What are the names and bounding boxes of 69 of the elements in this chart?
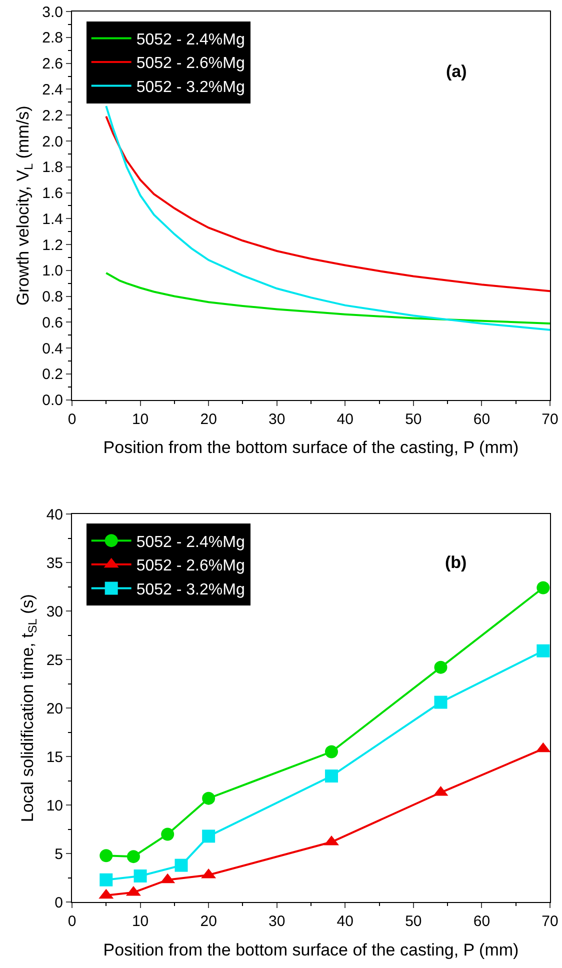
x-tick-label: 40 (336, 913, 354, 930)
point (536, 581, 550, 594)
legend-label: 5052 - 2.6%Mg (136, 558, 245, 575)
y-tick-label: 0 (54, 894, 63, 912)
point (126, 850, 140, 864)
y-tick-label: 1.6 (42, 185, 63, 202)
point (202, 792, 216, 805)
y-tick-label: 0.2 (42, 366, 63, 384)
y-tick-label: 10 (46, 797, 63, 814)
point (161, 828, 174, 841)
y-tick-label: 1.4 (42, 210, 63, 228)
legend-label: 5052 - 2.4%Mg (136, 534, 245, 551)
point (434, 660, 448, 674)
x-tick-label: 50 (405, 410, 422, 428)
line-series (105, 272, 550, 324)
legend-label: 5052 - 2.4%Mg (136, 31, 245, 48)
x-tick-label: 0 (68, 410, 76, 428)
line-series (105, 115, 550, 292)
legend-label: 5052 - 2.6%Mg (136, 55, 245, 72)
x-tick-label: 60 (473, 410, 490, 428)
x-tick-label: 10 (132, 410, 149, 428)
point (434, 696, 448, 709)
legend-label: 5052 - 3.2%Mg (136, 79, 245, 96)
y-tick-label: 5 (54, 846, 63, 863)
y-tick-label: 40 (46, 506, 63, 524)
x-tick-label: 40 (336, 410, 354, 428)
x-tick-label: 0 (68, 913, 76, 930)
y-tick-label: 1.8 (42, 159, 63, 176)
y-tick-label: 2.6 (42, 56, 63, 73)
y-tick-label: 0.4 (42, 340, 63, 358)
x-axis-title: Position from the bottom surface of the casting, P (mm) (103, 940, 519, 960)
x-tick-label: 70 (542, 913, 558, 930)
y-tick-label: 2.2 (42, 107, 63, 124)
x-tick-label: 50 (405, 913, 422, 930)
line-series (105, 105, 550, 331)
y-tick-label: 0.0 (42, 392, 63, 410)
y-tick-label: 20 (46, 700, 63, 718)
point (324, 770, 338, 783)
x-tick-label: 20 (200, 913, 217, 930)
point (100, 849, 113, 862)
y-tick-label: 0.6 (42, 314, 63, 332)
point (536, 742, 550, 752)
y-tick-label: 1.2 (42, 236, 63, 254)
x-tick-label: 30 (268, 410, 286, 428)
y-tick-label: 25 (46, 652, 63, 669)
y-tick-label: 2.8 (42, 30, 63, 47)
y-tick-label: 0.8 (42, 288, 63, 306)
x-tick-label: 60 (473, 913, 490, 930)
x-tick-label: 20 (200, 410, 217, 428)
x-tick-label: 70 (542, 410, 558, 428)
y-tick-label: 3.0 (42, 4, 63, 21)
y-tick-label: 2.4 (42, 81, 63, 98)
x-axis-title: Position from the bottom surface of the casting, P (mm) (103, 438, 519, 458)
point (202, 830, 216, 843)
y-tick-label: 30 (46, 603, 63, 620)
point (536, 644, 550, 658)
point (324, 745, 338, 758)
y-tick-label: 1.0 (42, 262, 63, 280)
x-tick-label: 30 (268, 913, 286, 930)
y-tick-label: 35 (46, 554, 63, 572)
point (100, 873, 113, 886)
x-tick-label: 10 (132, 913, 149, 930)
y-tick-label: 15 (46, 748, 63, 766)
annotation: (b) (445, 553, 467, 572)
point (134, 869, 147, 882)
legend-label: 5052 - 3.2%Mg (136, 581, 245, 598)
point (174, 858, 188, 872)
annotation: (a) (446, 62, 467, 81)
y-tick-label: 2.0 (42, 133, 63, 150)
